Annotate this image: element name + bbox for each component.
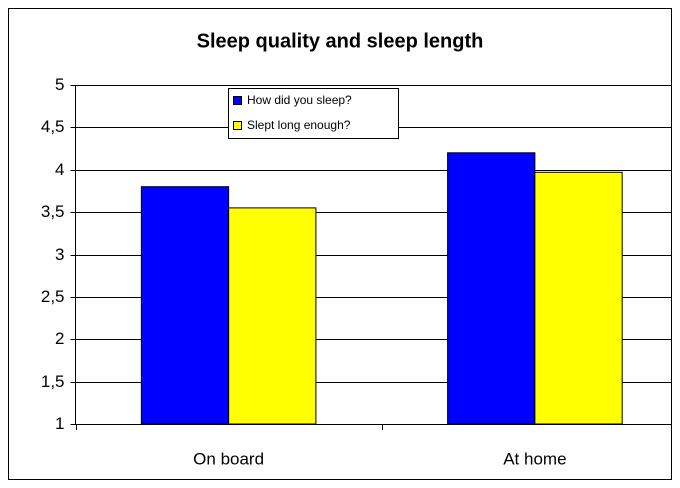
legend-box (228, 88, 399, 139)
bar (447, 152, 536, 425)
y-tick-label: 1 (55, 414, 64, 433)
chart-title: Sleep quality and sleep length (197, 30, 484, 52)
legend-swatch (233, 121, 242, 130)
legend-swatch (233, 96, 242, 105)
y-tick-label: 4,5 (41, 117, 65, 136)
y-tick-label: 1,5 (41, 372, 65, 391)
y-tick-label: 4 (55, 160, 64, 179)
x-tick-label: On board (193, 449, 264, 468)
y-tick-label: 3,5 (41, 202, 65, 221)
y-tick-label: 2 (55, 329, 64, 348)
y-tick-label: 2,5 (41, 287, 65, 306)
legend-label: How did you sleep? (247, 93, 352, 107)
bar (228, 207, 317, 425)
bar (534, 171, 623, 425)
legend-label: Slept long enough? (247, 118, 351, 132)
y-tick-label: 3 (55, 245, 64, 264)
x-tick-label: At home (503, 449, 566, 468)
bar (140, 186, 230, 425)
y-tick-label: 5 (55, 75, 64, 94)
